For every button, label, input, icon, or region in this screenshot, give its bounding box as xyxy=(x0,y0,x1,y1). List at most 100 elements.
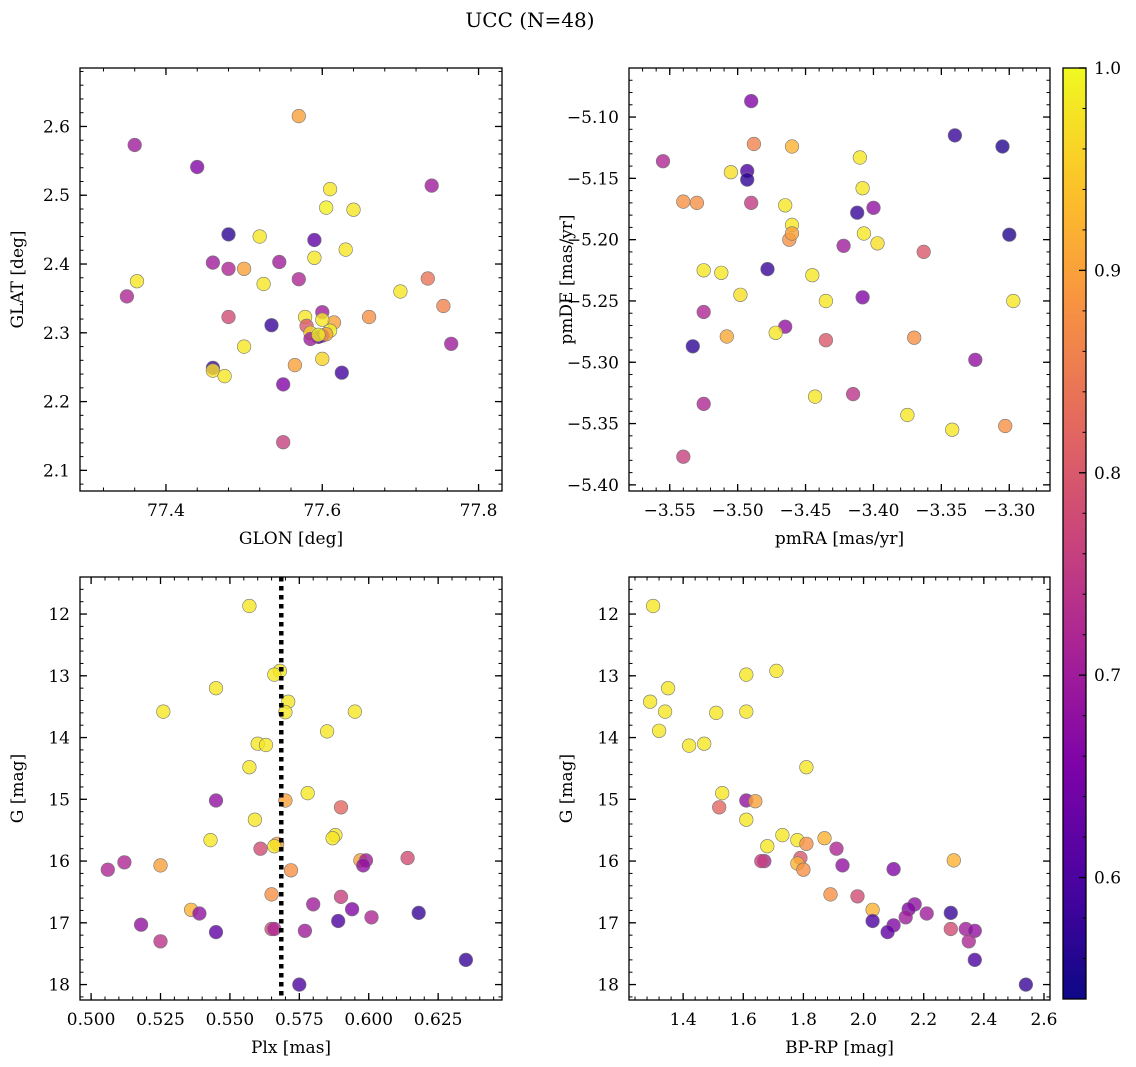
scatter-point xyxy=(320,724,335,739)
scatter-point xyxy=(127,137,142,153)
scatter-point xyxy=(769,663,784,679)
scatter-point xyxy=(315,351,330,367)
scatter-point xyxy=(754,853,769,869)
scatter-point xyxy=(715,785,730,801)
scatter-panel-2: −3.55 −3.50 −3.45 −3.40 −3.35 −3.30 −5.40 −5.35… xyxy=(557,67,1051,549)
scatter-point xyxy=(748,794,763,809)
scatter-point xyxy=(739,704,754,719)
scatter-point xyxy=(217,369,232,384)
scatter-point xyxy=(362,309,377,325)
y-tick-label: 13 xyxy=(48,667,70,687)
axes-frame xyxy=(79,576,503,1001)
scatter-panel-4: 1.4 1.6 1.8 2.0 2.2 2.4 2.6 12 13 14 15 16 17 18 BP-RP… xyxy=(557,576,1058,1058)
y-tick-label: −5.35 xyxy=(567,415,619,435)
scatter-point xyxy=(696,396,711,412)
scatter-point xyxy=(723,165,739,180)
x-tick-label: 2.2 xyxy=(910,1010,937,1030)
scatter-point xyxy=(323,182,338,197)
scatter-point xyxy=(642,694,658,709)
y-tick-label: 15 xyxy=(48,790,70,810)
scatter-point xyxy=(760,262,775,277)
x-tick-label: 2.6 xyxy=(1030,1010,1057,1030)
scatter-point xyxy=(947,128,963,143)
y-tick-label: 12 xyxy=(597,605,619,625)
scatter-point xyxy=(855,181,870,196)
scatter-point xyxy=(799,760,814,775)
x-tick-label: −3.30 xyxy=(983,501,1035,521)
scatter-point xyxy=(817,831,832,846)
y-tick-label: 2.2 xyxy=(43,393,70,413)
x-tick-label: 1.6 xyxy=(730,1010,757,1030)
scatter-point xyxy=(1006,293,1021,309)
scatter-point xyxy=(287,358,303,373)
scatter-point xyxy=(775,827,790,843)
y-tick-label: 16 xyxy=(48,852,70,872)
y-axis-label: pmDE [mas/yr] xyxy=(557,214,577,344)
scatter-point xyxy=(1018,977,1034,992)
scatter-point xyxy=(796,862,811,877)
y-tick-label: 16 xyxy=(597,852,619,872)
x-tick-label: 0.600 xyxy=(344,1010,393,1030)
scatter-point xyxy=(264,318,279,333)
y-tick-label: 18 xyxy=(597,976,619,996)
scatter-point xyxy=(689,195,705,210)
scatter-point xyxy=(346,202,361,217)
scatter-point xyxy=(870,236,885,251)
y-tick-label: −5.20 xyxy=(567,231,619,251)
axes-frame xyxy=(628,67,1051,492)
scatter-point xyxy=(805,268,820,283)
scatter-panel-3: 0.500 0.525 0.550 0.575 0.600 0.625 12 13 14 15 16… xyxy=(8,576,503,1058)
scatter-point xyxy=(156,704,171,719)
x-tick-label: 77.8 xyxy=(460,501,498,521)
scatter-point xyxy=(709,705,724,721)
y-tick-label: 18 xyxy=(48,976,70,996)
y-tick-label: 2.1 xyxy=(43,461,70,481)
scatter-point xyxy=(898,910,913,925)
scatter-point xyxy=(995,139,1010,154)
scatter-point xyxy=(436,298,451,314)
scatter-point xyxy=(768,325,783,340)
scatter-point xyxy=(205,255,220,270)
scatter-point xyxy=(258,737,274,753)
scatter-point xyxy=(696,304,711,320)
scatter-point xyxy=(784,226,800,241)
scatter-point xyxy=(208,924,224,940)
colorbar-tick-label: 0.9 xyxy=(1094,261,1121,281)
scatter-point xyxy=(836,238,851,253)
scatter-point xyxy=(300,785,315,801)
scatter-point xyxy=(393,284,408,299)
scatter-point xyxy=(778,198,793,213)
scatter-point xyxy=(256,276,271,292)
scatter-point xyxy=(712,800,727,815)
scatter-point xyxy=(719,329,734,344)
scatter-point xyxy=(900,407,915,423)
scatter-point xyxy=(760,839,775,854)
scatter-point xyxy=(807,389,823,404)
scatter-point xyxy=(946,853,961,868)
y-tick-label: 2.6 xyxy=(43,117,70,137)
y-axis-label: GLAT [deg] xyxy=(8,230,28,328)
x-tick-label: 0.625 xyxy=(414,1010,463,1030)
scatter-point xyxy=(444,336,459,351)
points xyxy=(655,93,1021,464)
scatter-point xyxy=(866,200,881,215)
scatter-point xyxy=(829,841,844,856)
scatter-point xyxy=(119,289,134,304)
scatter-point xyxy=(714,265,729,280)
scatter-point xyxy=(276,435,291,450)
scatter-panel-1: 77.4 77.6 77.8 2.1 2.2 2.3 2.4 2.5 2.6 GLON [deg]… xyxy=(8,67,503,549)
scatter-point xyxy=(333,889,349,905)
scatter-point xyxy=(967,952,982,968)
scatter-point xyxy=(242,760,257,775)
x-tick-label: 2.0 xyxy=(850,1010,877,1030)
x-axis-label: pmRA [mas/yr] xyxy=(775,529,904,549)
scatter-point xyxy=(697,736,712,751)
scatter-point xyxy=(283,863,299,878)
scatter-point xyxy=(657,704,673,719)
scatter-point xyxy=(252,229,267,244)
scatter-point xyxy=(645,598,661,614)
x-tick-label: 1.8 xyxy=(790,1010,817,1030)
y-tick-label: 15 xyxy=(597,790,619,810)
scatter-point xyxy=(660,681,676,696)
